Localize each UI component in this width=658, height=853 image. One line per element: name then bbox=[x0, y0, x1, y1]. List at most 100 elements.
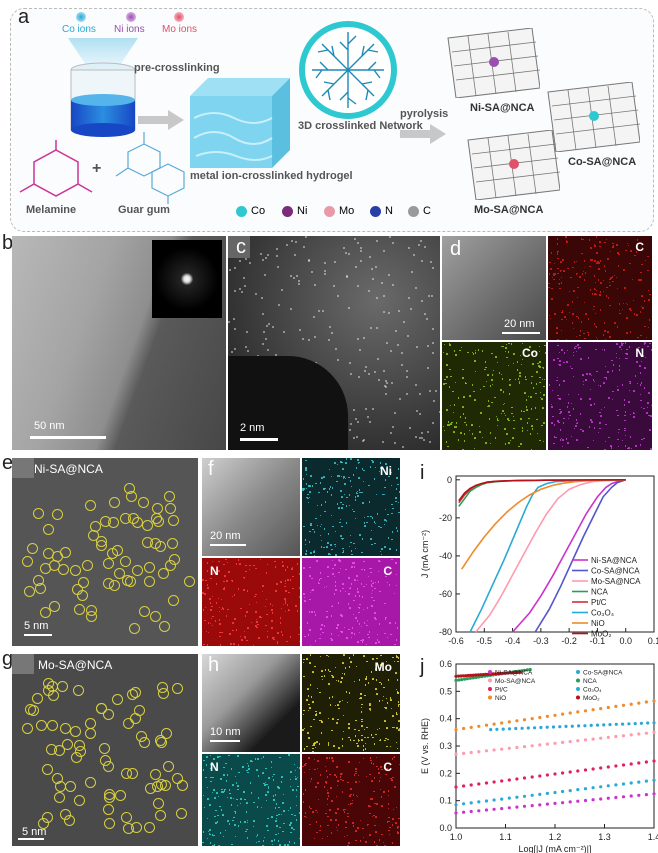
co-ion-icon bbox=[76, 12, 86, 22]
texture-dot bbox=[618, 369, 621, 371]
texture-dot bbox=[595, 289, 598, 292]
texture-dot bbox=[360, 583, 363, 585]
texture-dot bbox=[366, 607, 369, 609]
texture-dot bbox=[335, 819, 337, 821]
texture-dot bbox=[267, 817, 269, 820]
texture-dot bbox=[356, 490, 359, 493]
texture-dot bbox=[385, 773, 387, 775]
series-point bbox=[639, 721, 643, 725]
texture-dot bbox=[214, 620, 217, 622]
texture-dot bbox=[351, 799, 354, 802]
texture-dot bbox=[324, 765, 327, 768]
texture-dot bbox=[353, 566, 355, 568]
texture-dot bbox=[255, 841, 258, 843]
texture-dot bbox=[217, 597, 220, 599]
texture-dot bbox=[392, 808, 395, 811]
y-axis-label: E (V vs. RHE) bbox=[420, 718, 430, 774]
texture-dot bbox=[395, 329, 398, 332]
texture-dot bbox=[237, 755, 239, 757]
texture-dot bbox=[426, 345, 429, 348]
texture-dot bbox=[529, 346, 531, 348]
texture-dot bbox=[378, 727, 380, 730]
series-line bbox=[458, 479, 626, 502]
texture-dot bbox=[255, 618, 258, 620]
texture-dot bbox=[365, 408, 368, 411]
texture-dot bbox=[316, 524, 319, 526]
texture-dot bbox=[396, 832, 399, 834]
texture-dot bbox=[424, 246, 426, 249]
texture-dot bbox=[348, 723, 350, 725]
texture-dot bbox=[348, 253, 350, 256]
texture-dot bbox=[500, 412, 503, 414]
texture-dot bbox=[355, 617, 357, 619]
series-point bbox=[492, 722, 496, 726]
legend-label: Mo-SA@NCA bbox=[495, 678, 536, 685]
texture-dot bbox=[210, 617, 213, 619]
texture-dot bbox=[491, 352, 493, 355]
series-point bbox=[513, 670, 517, 675]
texture-dot bbox=[597, 431, 600, 433]
texture-dot bbox=[644, 325, 646, 327]
texture-dot bbox=[548, 384, 551, 386]
texture-dot bbox=[352, 474, 355, 476]
texture-dot bbox=[204, 619, 206, 622]
texture-dot bbox=[344, 808, 346, 811]
single-atom-circle bbox=[144, 575, 156, 587]
texture-dot bbox=[558, 384, 560, 386]
texture-dot bbox=[612, 246, 614, 248]
texture-dot bbox=[384, 632, 386, 634]
texture-dot bbox=[378, 839, 381, 841]
texture-dot bbox=[327, 824, 329, 827]
texture-dot bbox=[253, 801, 255, 803]
texture-dot bbox=[557, 421, 559, 423]
texture-dot bbox=[362, 745, 365, 747]
texture-dot bbox=[211, 605, 213, 608]
texture-dot bbox=[358, 376, 360, 379]
texture-dot bbox=[408, 246, 410, 249]
texture-dot bbox=[331, 604, 334, 606]
texture-dot bbox=[282, 603, 285, 605]
single-atom-circle bbox=[108, 517, 119, 529]
texture-dot bbox=[334, 585, 337, 587]
texture-dot bbox=[348, 692, 351, 694]
n-atom-icon bbox=[370, 206, 381, 217]
texture-dot bbox=[593, 275, 596, 277]
legend-co: Co bbox=[251, 205, 266, 217]
texture-dot bbox=[607, 331, 609, 333]
texture-dot bbox=[275, 354, 278, 357]
single-atom-circle bbox=[183, 576, 195, 588]
texture-dot bbox=[630, 309, 632, 312]
series-point bbox=[530, 744, 534, 748]
texture-dot bbox=[255, 601, 257, 604]
map-f-c: C bbox=[302, 558, 400, 646]
single-atom-circle bbox=[27, 542, 39, 554]
texture-dot bbox=[310, 807, 312, 809]
texture-dot bbox=[587, 357, 590, 359]
texture-dot bbox=[234, 835, 237, 838]
texture-dot bbox=[366, 416, 369, 419]
series-point bbox=[637, 701, 641, 705]
texture-dot bbox=[303, 748, 306, 750]
texture-dot bbox=[316, 504, 319, 507]
series-point bbox=[538, 715, 542, 720]
texture-dot bbox=[290, 771, 292, 773]
legend-label: MoO₂ bbox=[591, 630, 611, 639]
texture-dot bbox=[320, 732, 322, 734]
texture-dot bbox=[583, 279, 586, 281]
texture-dot bbox=[398, 763, 400, 766]
texture-dot bbox=[231, 579, 233, 582]
texture-dot bbox=[603, 382, 605, 384]
texture-dot bbox=[302, 246, 305, 249]
texture-dot bbox=[279, 617, 282, 619]
series-point bbox=[464, 674, 468, 678]
texture-dot bbox=[233, 327, 236, 330]
single-atom-circle bbox=[130, 687, 142, 699]
texture-dot bbox=[255, 567, 257, 570]
texture-dot bbox=[350, 550, 352, 552]
texture-dot bbox=[363, 336, 366, 339]
texture-dot bbox=[323, 675, 326, 677]
texture-dot bbox=[287, 579, 289, 581]
texture-dot bbox=[395, 527, 398, 529]
texture-dot bbox=[641, 263, 643, 265]
texture-dot bbox=[348, 736, 350, 738]
